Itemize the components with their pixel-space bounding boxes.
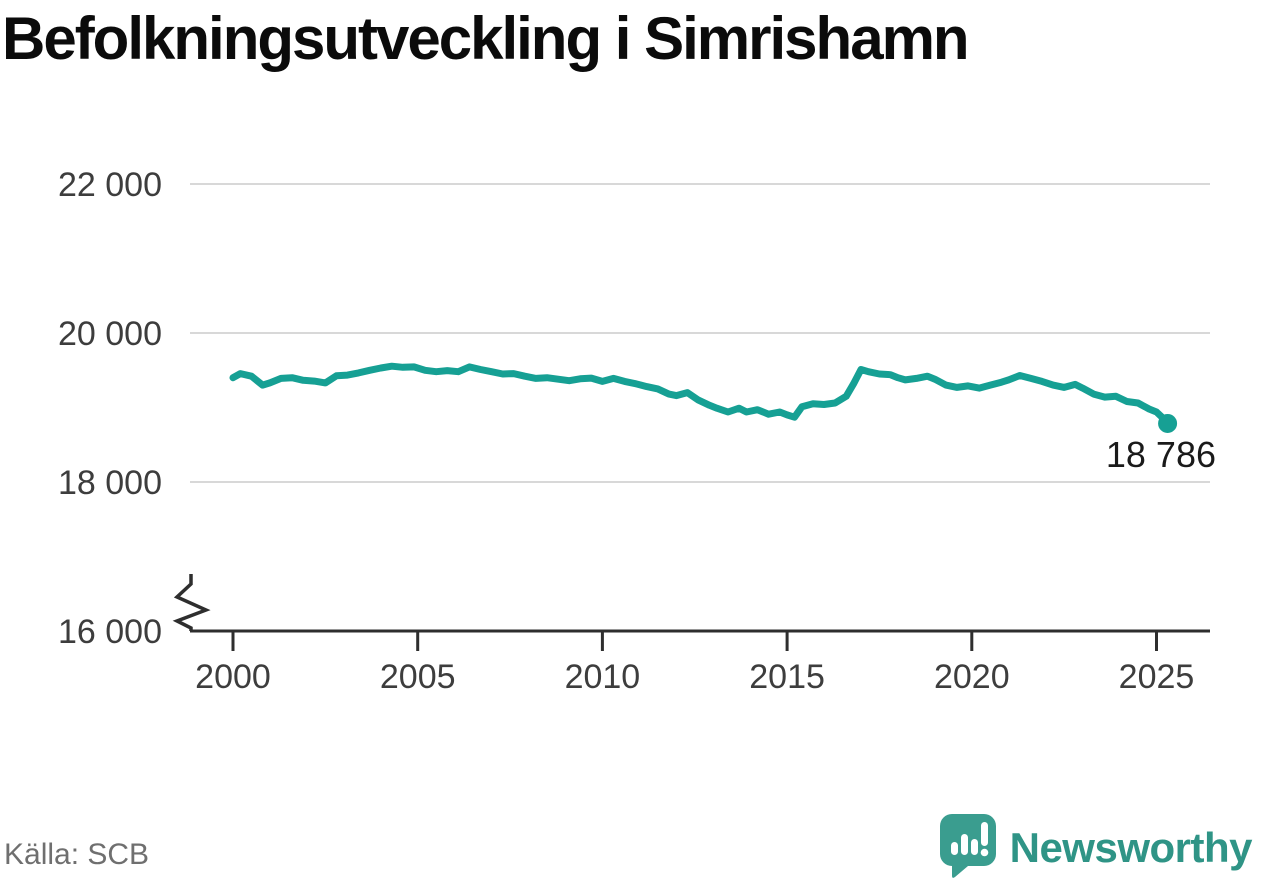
y-tick-label: 18 000 <box>58 464 162 502</box>
x-tick-label: 2015 <box>749 658 825 696</box>
x-tick-label: 2020 <box>934 658 1010 696</box>
population-line-series <box>229 362 1172 427</box>
x-tick-label: 2000 <box>195 658 271 696</box>
chart-title: Befolkningsutveckling i Simrishamn <box>2 5 970 72</box>
brand-name: Newsworthy <box>1009 823 1253 871</box>
source-note: Källa: SCB <box>4 838 150 871</box>
brand-lockup: Newsworthy <box>938 812 1253 879</box>
last-value-label: 18 786 <box>1106 434 1216 475</box>
last-point-marker <box>1158 413 1178 433</box>
y-tick-label: 16 000 <box>58 613 162 651</box>
axis-break-icon <box>172 574 211 631</box>
x-tick-label: 2010 <box>565 658 641 696</box>
newsworthy-bubble-chart-icon <box>938 812 998 879</box>
y-tick-label: 20 000 <box>58 315 162 353</box>
x-tick-label: 2005 <box>380 658 456 696</box>
y-tick-label: 22 000 <box>58 166 162 204</box>
x-tick-label: 2025 <box>1119 658 1195 696</box>
